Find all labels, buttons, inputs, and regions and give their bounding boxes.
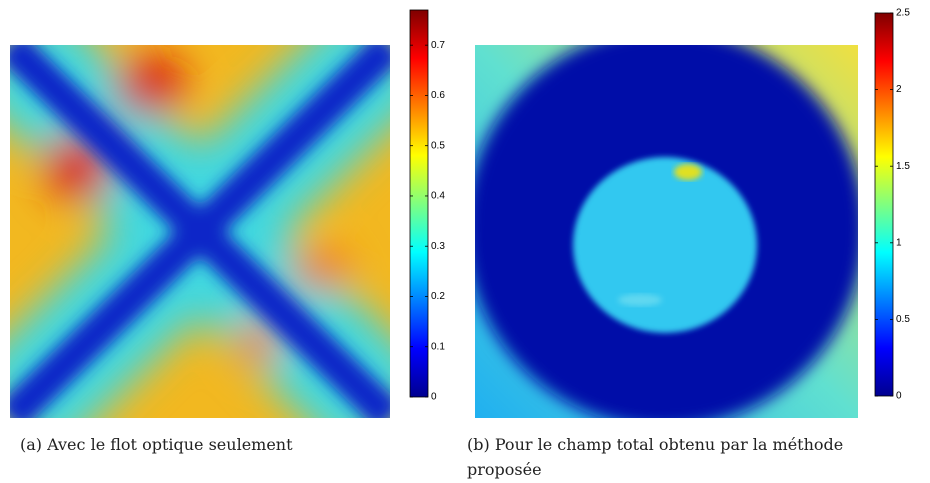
heatmap-image: [10, 45, 390, 418]
tick-label: 0.7: [431, 40, 445, 51]
tick-label: 0.4: [431, 191, 445, 202]
tick-label: 0.2: [431, 291, 445, 302]
tick-label: 2.5: [896, 8, 910, 19]
tick-label: 2: [896, 84, 902, 95]
colorbar: [409, 9, 429, 398]
tick-label: 0.5: [431, 140, 445, 151]
heatmap-image: [475, 45, 858, 418]
tick-label: 0.5: [896, 314, 910, 325]
tick-label: 1.5: [896, 161, 910, 172]
tick-label: 0: [431, 392, 437, 403]
tick-label: 0: [896, 391, 902, 402]
tick-label: 1: [896, 237, 902, 248]
tick-label: 0.1: [431, 341, 445, 352]
caption: (a) Avec le flot optique seulement: [20, 435, 293, 454]
caption: (b) Pour le champ total obtenu par la mé…: [467, 435, 844, 479]
colorbar: [874, 12, 894, 397]
tick-label: 0.3: [431, 241, 445, 252]
tick-label: 0.6: [431, 90, 445, 101]
